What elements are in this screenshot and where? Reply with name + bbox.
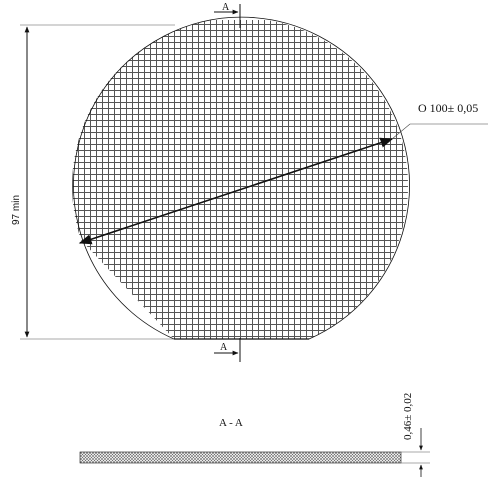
- thickness-label: 0,46± 0,02: [402, 393, 414, 440]
- section-label-top: A: [222, 2, 230, 13]
- section-title: A - A: [219, 417, 243, 429]
- diameter-dimension: O 100± 0,05: [78, 101, 488, 245]
- wafer-top-view: [72, 16, 410, 340]
- section-body: [79, 451, 402, 464]
- height-dimension: 97 min: [11, 24, 175, 340]
- diameter-arrow: [78, 137, 394, 245]
- section-mark-bottom: A: [214, 338, 241, 362]
- diameter-leader: [391, 123, 411, 140]
- diameter-label: O 100± 0,05: [418, 101, 478, 115]
- wafer-grid: [72, 20, 409, 339]
- height-dimension-label: 97 min: [11, 195, 22, 225]
- section-mark-top: A: [214, 2, 241, 28]
- section-view: A - A 0,46± 0,02: [79, 393, 430, 477]
- section-label-bottom: A: [220, 342, 228, 353]
